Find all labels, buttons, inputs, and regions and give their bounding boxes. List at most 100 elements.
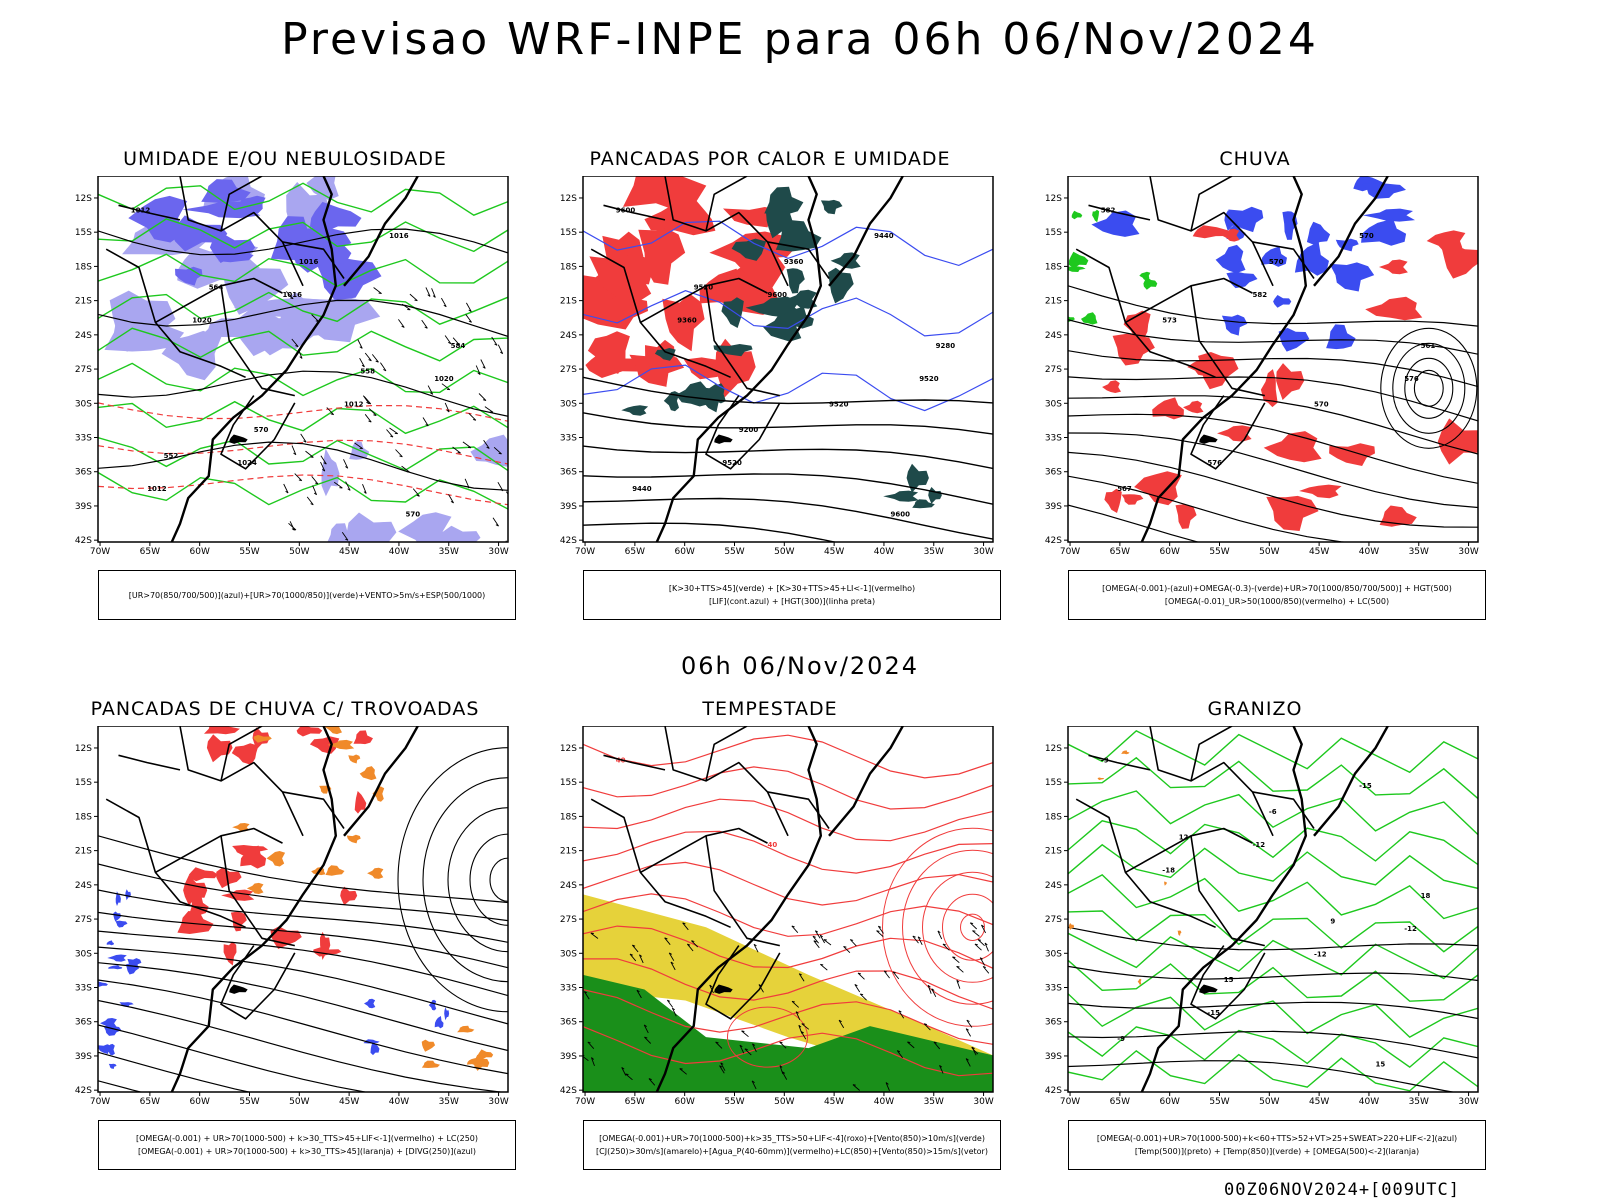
wind-arrow (682, 922, 689, 931)
omega500-orange-patch (1177, 930, 1182, 936)
country-border (220, 835, 295, 947)
wind-arrow (852, 1084, 860, 1091)
run-footer: 00Z06NOV2024+[009UTC] (1224, 1180, 1460, 1200)
ur-red-patch (1112, 333, 1155, 366)
wind-arrow (956, 979, 961, 989)
ur-red-patch (1426, 230, 1466, 253)
lon-label: 40W (874, 547, 894, 557)
lat-label: 36S (1045, 1018, 1062, 1028)
contour-line (98, 946, 508, 1025)
ur-red-patch (1152, 397, 1184, 420)
lat-label: 12S (560, 194, 577, 204)
thunder-orange (232, 726, 385, 894)
low-ring (1413, 369, 1444, 407)
instability-red-patch (589, 253, 659, 302)
contour-line (583, 220, 993, 267)
lon-label: 35W (1409, 1097, 1429, 1107)
lat-label: 15S (75, 228, 92, 238)
lat-label: 33S (560, 434, 577, 444)
ur-red-patch (1192, 225, 1235, 239)
legend-line: [OMEGA(-0.001)-(azul)+OMEGA(-0.3)-(verde… (1102, 584, 1452, 593)
omega-blue-patch (1273, 295, 1292, 308)
lon-label: 70W (1060, 547, 1080, 557)
lon-label: 55W (239, 547, 259, 557)
lat-label: 30S (1045, 949, 1062, 959)
lat-label: 36S (1045, 468, 1062, 478)
wind-arrow (354, 442, 363, 450)
ur-red-patch (1276, 363, 1305, 400)
contour-label: 9600 (891, 510, 911, 518)
wind-arrow (452, 446, 461, 454)
wind-arrow (291, 338, 299, 348)
contour-line (1068, 1060, 1457, 1092)
contour-label: 9360 (677, 316, 697, 324)
instability-teal-south-patch (663, 391, 680, 412)
contour-label: -9 (1101, 757, 1109, 765)
blue-ocean-patch (428, 999, 437, 1011)
omega-blue-patch (1278, 327, 1310, 352)
contour-line (98, 437, 508, 472)
country-border (590, 248, 731, 379)
contour-line (98, 889, 508, 943)
anticyclone-ring (397, 747, 508, 1013)
wind-arrow (984, 942, 989, 952)
contour-line (583, 290, 993, 337)
wind-arrow (427, 385, 434, 395)
omega-green-patch (1068, 266, 1086, 272)
coastline-northeast (828, 726, 904, 837)
wind-arrow (389, 427, 399, 435)
wind-arrow (444, 335, 452, 345)
country-border (1190, 945, 1266, 1020)
lat-label: 27S (1045, 365, 1062, 375)
thunder-orange-patch (327, 739, 355, 750)
contour-label: -12 (1253, 841, 1266, 849)
legend-line: [K>30+TTS>45](verde) + [K>30+TTS>45+LI<-… (668, 584, 916, 593)
coastline (170, 176, 337, 542)
wind-arrow (401, 303, 411, 311)
coastline-borders (105, 176, 419, 542)
thunder-red-patch (232, 845, 269, 856)
country-border (767, 241, 830, 279)
contour-line (98, 362, 508, 397)
lon-label: 65W (140, 547, 160, 557)
lat-label: 15S (1045, 778, 1062, 788)
anticyclone-ring (422, 777, 508, 983)
ur-red-patch (1134, 471, 1182, 506)
contour-line (1068, 993, 1478, 1038)
wind-arrow (300, 433, 307, 443)
country-border (664, 176, 789, 287)
lat-label: 33S (75, 984, 92, 994)
humidity-light-patch (104, 308, 185, 352)
wind-arrow (779, 1041, 787, 1049)
contour-label: 15 (1376, 1060, 1386, 1068)
thunder-red-patch (204, 726, 240, 735)
anticyclone-ring (489, 857, 508, 902)
instability-teal-ocean-patch (928, 487, 942, 504)
omega-blue-patch (1326, 324, 1356, 350)
wind-arrow (798, 1024, 803, 1034)
lon-label: 60W (1160, 1097, 1180, 1107)
wind-arrow (497, 481, 504, 492)
contour-line (98, 962, 508, 1052)
country-border (1252, 791, 1315, 829)
wind-arrow (483, 440, 490, 449)
omega-blue-patch (1215, 244, 1246, 274)
omega-blue-patch (1226, 271, 1258, 289)
contour-line (583, 958, 993, 1010)
lat-label: 15S (75, 778, 92, 788)
omega500-orange-patch (1068, 923, 1075, 930)
contour-label: -12 (1404, 925, 1417, 933)
wind-arrow (814, 930, 821, 939)
country-border (1125, 827, 1253, 874)
contour-label: 15 (1224, 976, 1234, 984)
divg-blue-patch (106, 1043, 115, 1056)
contour-line (98, 1051, 252, 1092)
contour-label: 9280 (936, 342, 956, 350)
wind-arrow (942, 943, 950, 951)
coastline-borders (1075, 726, 1389, 1092)
lat-label: 12S (75, 744, 92, 754)
legend-line: [OMEGA(-0.01)_UR>50(1000/850)(vermelho) … (1164, 597, 1390, 606)
contour-line (1068, 959, 1478, 1002)
